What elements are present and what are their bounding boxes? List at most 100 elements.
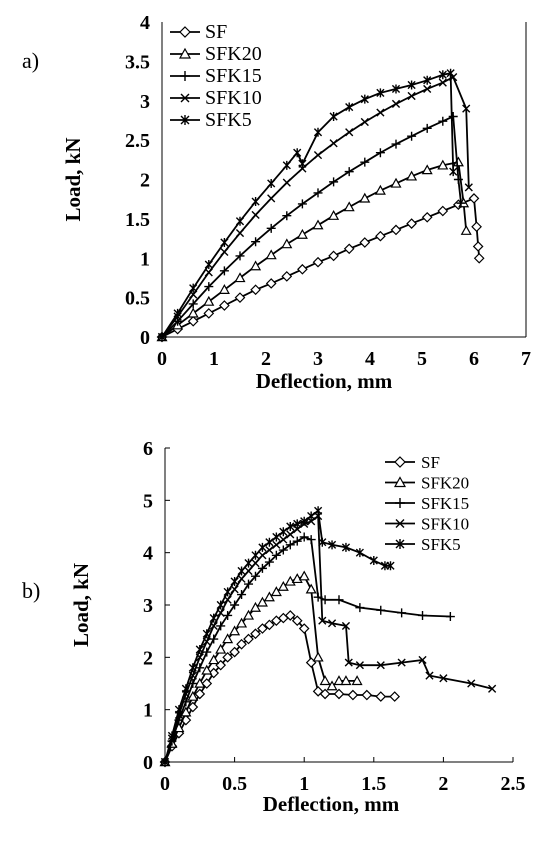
data-point <box>285 540 295 550</box>
series-line <box>161 161 468 338</box>
data-point <box>328 250 339 262</box>
data-point <box>236 638 247 650</box>
data-point <box>297 199 307 209</box>
data-point <box>270 586 282 597</box>
x-tick-label: 1 <box>299 773 309 795</box>
data-point <box>230 576 239 586</box>
data-point <box>223 587 232 597</box>
data-point <box>157 332 167 342</box>
data-point <box>201 678 213 689</box>
y-tick-label: 2.5 <box>125 130 150 152</box>
x-tick-label: 7 <box>521 348 531 370</box>
data-point <box>235 228 245 238</box>
data-point <box>209 634 219 644</box>
data-point <box>374 184 386 195</box>
data-point <box>265 278 277 289</box>
data-point <box>360 117 369 127</box>
data-point <box>203 295 215 306</box>
data-point <box>359 192 371 203</box>
data-point <box>329 177 339 187</box>
data-point <box>344 658 353 667</box>
data-point <box>341 621 351 631</box>
data-point <box>439 674 448 683</box>
panel-label: b) <box>22 578 40 603</box>
data-point <box>250 284 261 296</box>
data-point <box>298 570 310 581</box>
y-tick-label: 3 <box>143 595 153 617</box>
data-point <box>327 540 337 550</box>
x-tick-label: 2 <box>438 773 448 795</box>
data-point <box>299 532 309 542</box>
data-point <box>251 210 260 220</box>
data-point <box>282 160 291 170</box>
data-point <box>257 563 267 573</box>
data-point <box>223 610 233 620</box>
series-SF <box>159 610 401 768</box>
data-point <box>250 571 260 581</box>
data-point <box>216 600 225 610</box>
data-point <box>423 75 432 85</box>
y-tick-label: 3.5 <box>125 51 150 73</box>
data-point <box>286 522 295 531</box>
data-point <box>264 619 275 631</box>
data-point <box>312 651 324 662</box>
data-point <box>187 690 199 701</box>
data-point <box>251 550 260 560</box>
legend-label: SFK10 <box>421 515 469 534</box>
data-point <box>359 237 371 248</box>
data-point <box>438 70 447 80</box>
x-axis-title: Deflection, mm <box>256 369 393 393</box>
data-point <box>237 590 247 600</box>
data-point <box>204 260 213 270</box>
data-point <box>425 671 434 680</box>
data-point <box>202 647 212 657</box>
y-tick-label: 0 <box>143 752 153 774</box>
data-point <box>258 542 267 552</box>
data-point <box>230 585 239 594</box>
data-point <box>202 629 211 639</box>
data-point <box>229 625 241 636</box>
data-point <box>360 157 370 167</box>
data-point <box>386 561 395 571</box>
data-point <box>296 228 308 239</box>
legend-label: SFK5 <box>205 109 252 131</box>
data-point <box>187 315 199 327</box>
data-point <box>203 308 215 319</box>
data-point <box>390 224 402 236</box>
data-point <box>438 116 448 126</box>
series-SFK15 <box>160 532 455 767</box>
data-point <box>471 221 482 233</box>
legend-label: SF <box>421 453 440 472</box>
y-tick-label: 2 <box>143 647 153 669</box>
legend-marker <box>180 93 190 103</box>
data-point <box>407 80 416 90</box>
data-point <box>244 558 253 568</box>
data-point <box>422 123 432 133</box>
data-point <box>314 506 323 516</box>
data-point <box>307 511 316 521</box>
data-point <box>329 139 338 148</box>
data-point <box>376 661 385 670</box>
data-point <box>282 211 292 221</box>
data-point <box>306 535 316 545</box>
data-point <box>462 104 471 113</box>
y-tick-label: 4 <box>143 543 153 565</box>
data-point <box>318 616 327 625</box>
data-point <box>195 663 205 673</box>
series-SFK5 <box>157 68 458 342</box>
data-point <box>272 532 281 542</box>
legend-label: SF <box>205 21 227 43</box>
data-point <box>369 556 378 566</box>
data-point <box>265 545 274 555</box>
legend-marker <box>180 71 190 81</box>
data-point <box>472 241 484 252</box>
series-line <box>161 115 462 338</box>
data-point <box>453 175 463 184</box>
legend-marker <box>393 476 407 488</box>
data-point <box>188 663 197 673</box>
data-point <box>160 757 170 767</box>
data-point <box>237 566 246 576</box>
data-point <box>195 644 204 654</box>
data-point <box>219 300 230 311</box>
data-point <box>376 88 385 98</box>
